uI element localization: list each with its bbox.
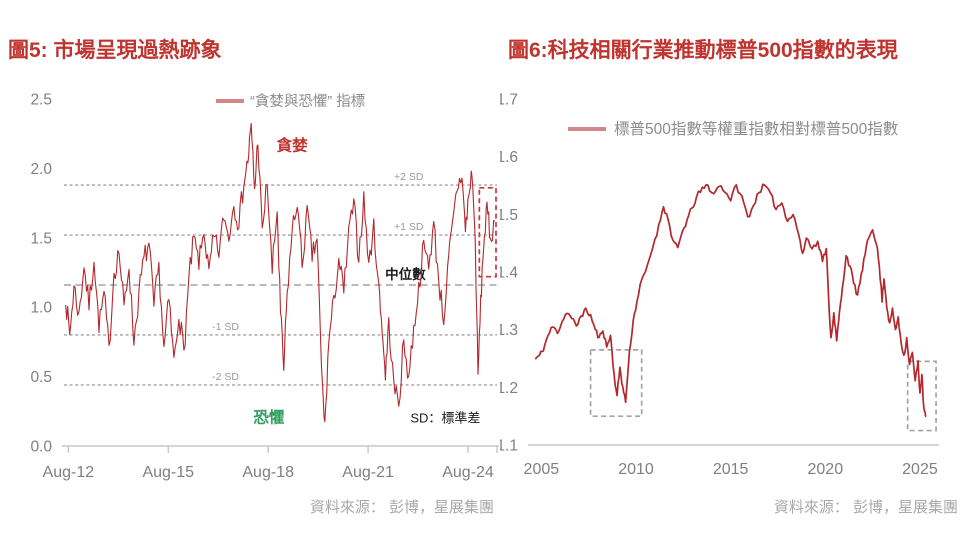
y-tick-label: 2.5 bbox=[30, 92, 52, 109]
y-tick-label: 1.0 bbox=[30, 300, 52, 317]
x-tick-label: Aug-18 bbox=[242, 464, 294, 481]
annotation-恐懼: 恐懼 bbox=[253, 408, 285, 426]
figure5-source-note: 資料來源： 彭博，星展集團 bbox=[309, 499, 494, 516]
annotation-SD：標準差: SD：標準差 bbox=[410, 410, 480, 425]
figure5-title: 圖5: 市場呈現過熱跡象 bbox=[8, 39, 222, 62]
figure6-source-note: 資料來源： 彭博，星展集團 bbox=[773, 499, 958, 516]
x-tick-label: Aug-15 bbox=[142, 464, 194, 481]
gridline-label: +1 SD bbox=[394, 221, 424, 233]
x-tick-label: 2005 bbox=[524, 461, 560, 478]
series-line-標普500等權重指數相對標普500指數 bbox=[534, 183, 927, 418]
x-tick-label: 2025 bbox=[902, 461, 938, 478]
x-tick-label: 2015 bbox=[713, 461, 749, 478]
gridline-label: 中位數 bbox=[385, 266, 426, 282]
x-tick-label: 2010 bbox=[618, 461, 654, 478]
legend-label: 標普500指數等權重指數相對標普500指數 bbox=[614, 120, 898, 138]
highlight-rect bbox=[906, 360, 937, 432]
annotation-貪婪: 貪婪 bbox=[277, 135, 309, 154]
highlight-rect bbox=[589, 349, 643, 418]
y-tick-label: 1.5 bbox=[30, 230, 52, 247]
gridline-label: -1 SD bbox=[212, 321, 239, 333]
y-tick-label: 1.4 bbox=[500, 265, 518, 282]
figure6-title: 圖6:科技相關行業推動標普500指數的表現 bbox=[508, 39, 898, 62]
y-tick-label: 1.1 bbox=[500, 438, 518, 455]
figure5-panel: 圖5: 市場呈現過熱跡象 +2 SD +1 SD 中位數 -1 SD -2 SD 0.0 0… bbox=[8, 39, 499, 516]
y-tick-label: 0.0 bbox=[30, 439, 52, 456]
y-tick-label: 0.5 bbox=[30, 369, 52, 386]
figure6-panel: 圖6:科技相關行業推動標普500指數的表現 1.1 1.2 1.3 1.4 1.5 1.6… bbox=[500, 0, 974, 535]
x-tick-label: Aug-24 bbox=[442, 464, 494, 481]
highlight-rect bbox=[478, 186, 497, 278]
y-tick-label: 2.0 bbox=[30, 161, 52, 178]
x-tick-label: Aug-12 bbox=[43, 464, 95, 481]
x-tick-label: 2020 bbox=[808, 461, 844, 478]
legend-label: “貪婪與恐懼” 指標 bbox=[250, 92, 366, 110]
gridline-label: +2 SD bbox=[394, 171, 424, 183]
series-line-貪婪與恐懼指標 bbox=[65, 123, 496, 423]
y-tick-label: 1.2 bbox=[500, 380, 518, 397]
x-tick-label: Aug-21 bbox=[342, 464, 394, 481]
gridline-label: -2 SD bbox=[212, 371, 239, 383]
figure6-chart-canvas: 1.1 1.2 1.3 1.4 1.5 1.6 1.7 2005 2010 2015 2020 202… bbox=[500, 92, 939, 478]
y-tick-label: 1.7 bbox=[500, 92, 518, 109]
y-tick-label: 1.6 bbox=[500, 149, 518, 166]
y-tick-label: 1.5 bbox=[500, 207, 518, 224]
figure5-chart-canvas: +2 SD +1 SD 中位數 -1 SD -2 SD 0.0 0.5 1.0 1.5 2.0 2.… bbox=[30, 92, 499, 481]
y-tick-label: 1.3 bbox=[500, 322, 518, 339]
